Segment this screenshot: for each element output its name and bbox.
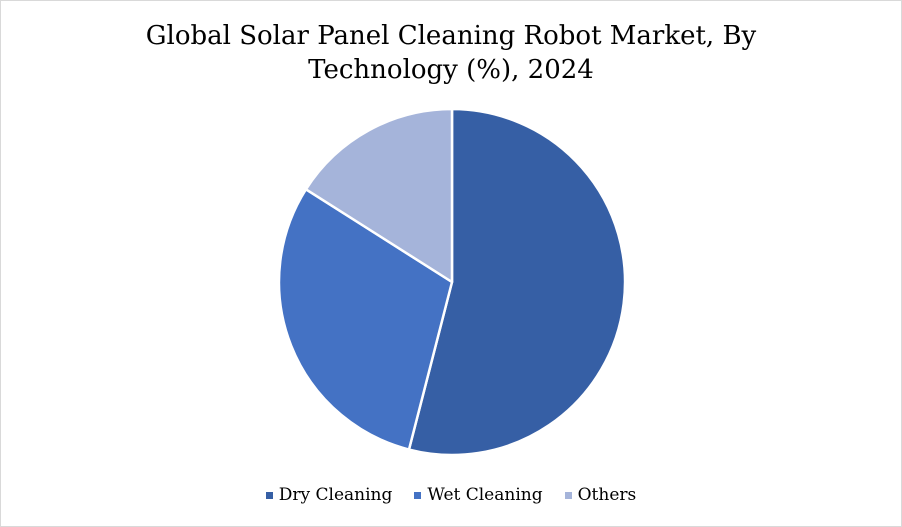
pie-slice-others	[304, 107, 454, 284]
legend-label-wet-cleaning: Wet Cleaning	[427, 485, 543, 505]
chart-title-line-2: Technology (%), 2024	[308, 55, 594, 85]
legend-item-wet-cleaning: Wet Cleaning	[414, 485, 543, 505]
legend-item-others: Others	[564, 485, 637, 505]
chart-title-line-1: Global Solar Panel Cleaning Robot Market…	[145, 21, 757, 51]
legend-label-others: Others	[577, 485, 637, 505]
legend-swatch-wet-cleaning	[414, 491, 422, 499]
pie-slice-wet-cleaning	[277, 188, 454, 451]
legend-swatch-dry-cleaning	[265, 491, 273, 499]
legend-swatch-others	[564, 491, 572, 499]
legend-item-dry-cleaning: Dry Cleaning	[265, 485, 393, 505]
legend-label-dry-cleaning: Dry Cleaning	[278, 485, 393, 505]
chart-title: Global Solar Panel Cleaning Robot Market…	[1, 19, 901, 87]
pie-slice-dry-cleaning	[407, 107, 627, 457]
chart-legend: Dry Cleaning Wet Cleaning Others	[1, 485, 901, 505]
